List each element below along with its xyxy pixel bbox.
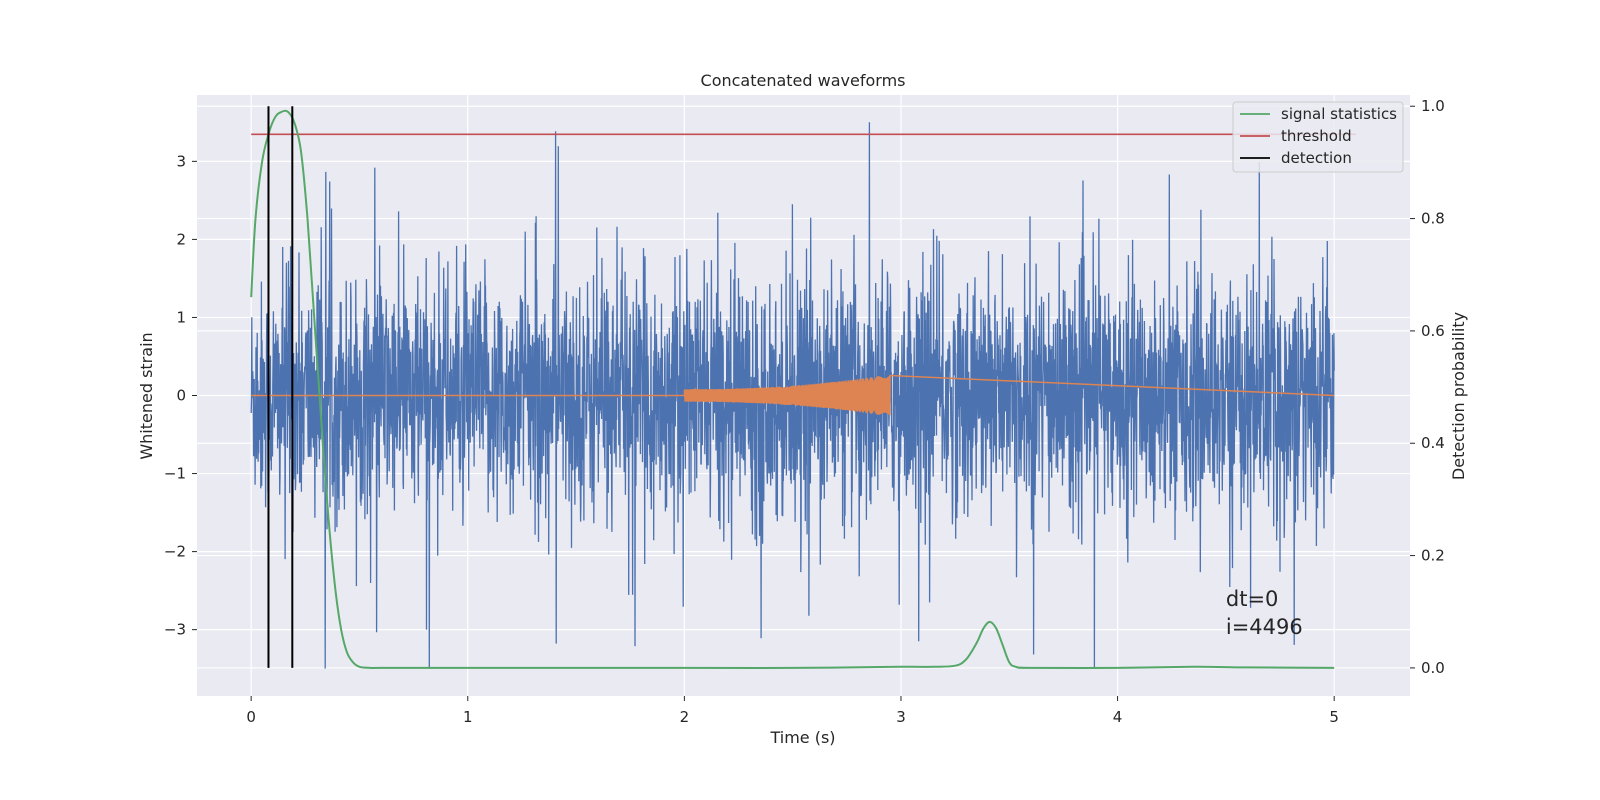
x-tick-label: 5 [1329,708,1339,726]
legend-box [1232,101,1404,173]
legend-label-detection: detection [1281,149,1352,167]
x-tick-label: 0 [246,708,256,726]
y2-tick-label: 0.2 [1421,547,1445,565]
y-tick-label: −2 [164,543,186,561]
y-tick-label: 0 [176,387,186,405]
legend-label-signal-statistics: signal statistics [1281,105,1397,123]
x-axis-label: Time (s) [769,728,835,747]
y-ticks: −3 −2 −1 0 1 2 3 [164,152,197,639]
y-axis-label: Whitened strain [137,332,156,459]
legend-label-threshold: threshold [1281,127,1352,145]
x-tick-label: 3 [896,708,906,726]
y2-tick-label: 0.0 [1421,659,1445,677]
annotation-i: i=4496 [1226,615,1303,639]
y2-tick-label: 0.8 [1421,210,1445,228]
y2-tick-label: 0.6 [1421,322,1445,340]
y2-tick-label: 1.0 [1421,97,1445,115]
series-injected-signal [251,374,1335,416]
y-tick-label: 3 [176,152,186,170]
y-tick-label: 2 [176,230,186,248]
legend: signal statistics threshold detection [1232,101,1404,173]
annotation-dt: dt=0 [1226,587,1279,611]
y-tick-label: −3 [164,621,186,639]
y2-ticks: 0.0 0.2 0.4 0.6 0.8 1.0 [1410,97,1445,677]
x-tick-label: 1 [463,708,473,726]
series-layer [250,106,1356,670]
y-tick-label: −1 [164,465,186,483]
x-tick-label: 4 [1113,708,1123,726]
x-tick-label: 2 [680,708,690,726]
chart-title: Concatenated waveforms [701,71,906,90]
y-tick-label: 1 [176,308,186,326]
x-ticks: 0 1 2 3 4 5 [246,696,1339,726]
y2-tick-label: 0.4 [1421,434,1445,452]
y2-axis-label: Detection probability [1449,312,1468,480]
